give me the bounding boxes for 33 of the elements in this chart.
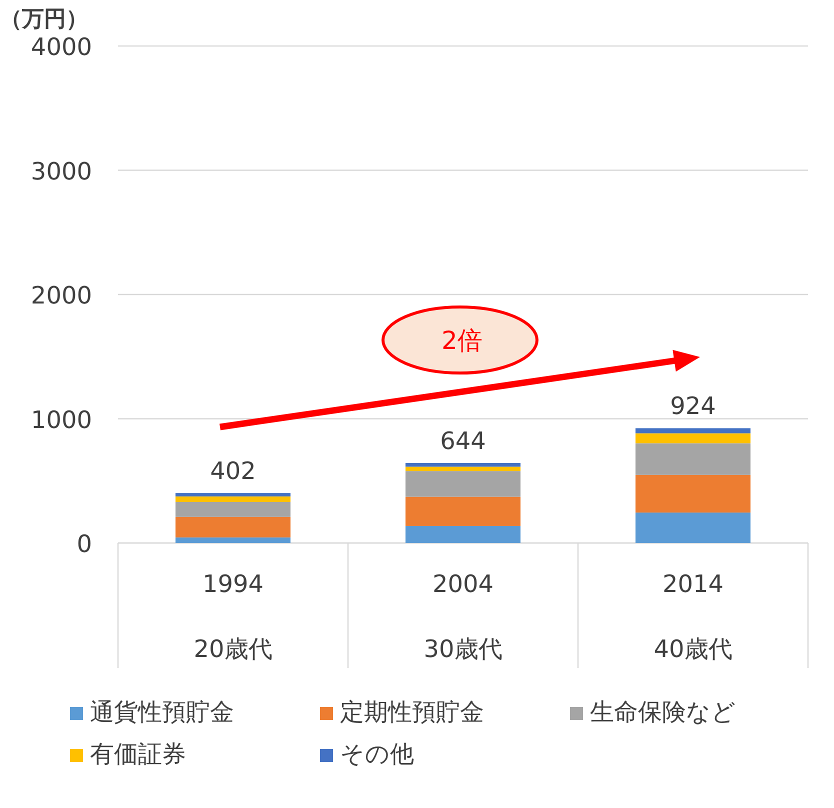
bar [636, 428, 750, 434]
bar [176, 496, 290, 502]
legend-label: 生命保険など [590, 698, 736, 726]
bar [636, 433, 750, 444]
bar [406, 526, 520, 543]
bar [176, 502, 290, 517]
y-tick-label: 0 [76, 530, 92, 558]
category-label: 2014 40歳代 [654, 570, 732, 663]
y-tick-label: 1000 [30, 406, 92, 434]
bar [176, 537, 290, 543]
bar [406, 466, 520, 472]
total-label: 924 [670, 392, 716, 420]
y-tick-label: 4000 [30, 33, 92, 61]
legend-label: その他 [340, 740, 414, 768]
total-label: 402 [210, 457, 256, 486]
category-label: 1994 20歳代 [194, 570, 272, 663]
y-axis-title: （万円） [0, 7, 88, 32]
bar [176, 516, 290, 538]
legend-label: 通貨性預貯金 [90, 698, 234, 726]
bar [636, 474, 750, 513]
y-tick-label: 2000 [30, 282, 92, 310]
annotation: 2倍 [442, 326, 482, 355]
legend-label: 有価証券 [90, 740, 186, 768]
bar [636, 443, 750, 475]
bar [176, 493, 290, 496]
y-tick-label: 3000 [30, 157, 92, 186]
category-label: 2004 30歳代 [424, 570, 502, 663]
legend-label: 定期性預貯金 [340, 698, 484, 726]
total-label: 644 [440, 426, 486, 455]
bar [406, 471, 520, 497]
bar [636, 512, 750, 543]
bar [406, 462, 520, 467]
bar [406, 496, 520, 526]
